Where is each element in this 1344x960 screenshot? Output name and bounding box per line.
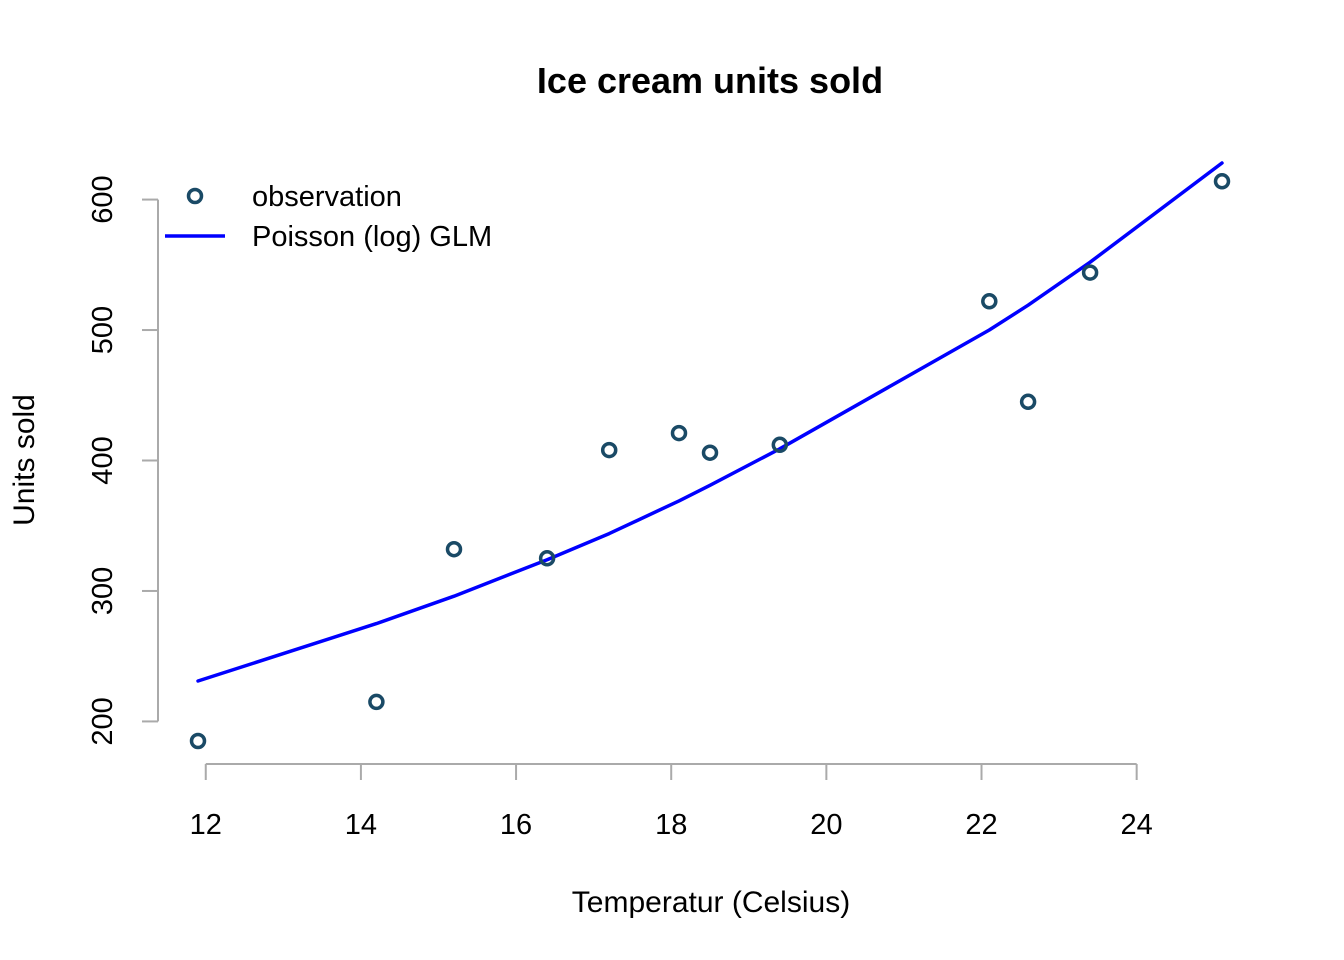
y-tick-label: 200 xyxy=(87,697,119,745)
legend-entry-label: Poisson (log) GLM xyxy=(252,221,492,253)
glm-fit-line xyxy=(196,161,1224,683)
legend: observation Poisson (log) GLM xyxy=(165,181,492,253)
observation-point xyxy=(368,693,385,711)
observation-point xyxy=(445,540,463,558)
x-tick-label: 20 xyxy=(810,809,842,841)
observation-point xyxy=(1019,393,1037,411)
observation-point xyxy=(1081,264,1099,281)
observation-point xyxy=(189,732,207,750)
legend-entry-label: observation xyxy=(252,181,402,213)
observation-point xyxy=(701,444,719,461)
observation-point xyxy=(981,293,998,310)
y-tick-label: 300 xyxy=(87,567,119,615)
x-tick-label: 14 xyxy=(345,809,377,841)
plot-marks xyxy=(189,161,1231,750)
y-tick-label: 600 xyxy=(87,175,119,223)
observation-point xyxy=(771,436,789,454)
observation-point xyxy=(1213,173,1231,190)
y-tick-label: 500 xyxy=(87,306,119,354)
x-tick-label: 12 xyxy=(190,809,222,841)
observation-point xyxy=(538,550,556,567)
y-tick-label: 400 xyxy=(87,436,119,484)
x-tick-label: 16 xyxy=(500,809,532,841)
chart-title: Ice cream units sold xyxy=(537,60,883,101)
x-tick-label: 22 xyxy=(965,809,997,841)
x-axis-label: Temperatur (Celsius) xyxy=(572,886,850,919)
x-tick-label: 18 xyxy=(655,809,687,841)
legend-marker-observation xyxy=(186,187,204,205)
x-tick-label: 24 xyxy=(1121,809,1153,841)
axes: 12 14 16 18 20 22 24 200 300 400 500 600 xyxy=(87,175,1153,841)
observation-point xyxy=(670,424,688,442)
y-axis-label: Units sold xyxy=(8,394,41,526)
observation-point xyxy=(600,441,618,459)
